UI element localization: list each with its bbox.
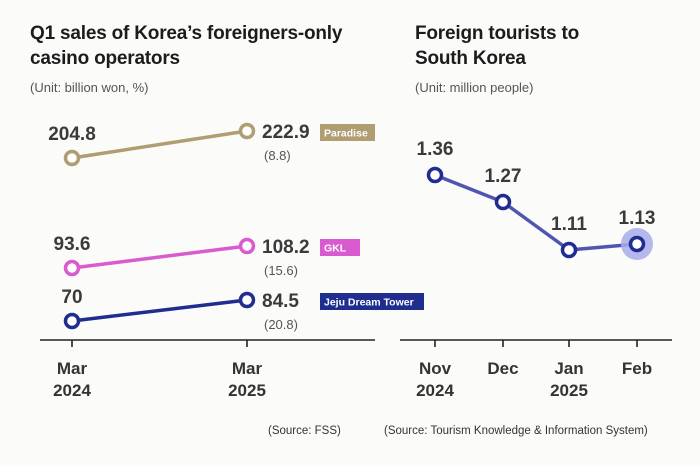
data-point (63, 259, 81, 277)
data-label: 1.11 (551, 214, 587, 235)
data-label: 222.9 (262, 122, 310, 143)
data-point (238, 122, 256, 140)
right-x-tick-label: Jan (554, 359, 583, 378)
legend-tag-label: Paradise (324, 128, 368, 140)
legend-tag-label: Jeju Dream Tower (324, 297, 414, 309)
right-x-tick-label: Nov (419, 359, 452, 378)
series-line (71, 129, 248, 160)
data-point (238, 237, 256, 255)
legend-tag (320, 293, 424, 310)
right-chart-source: (Source: Tourism Knowledge & Information… (384, 425, 648, 437)
data-label: 1.36 (417, 139, 454, 160)
right-x-tick-label: 2025 (550, 381, 588, 400)
change-label: (15.6) (264, 263, 298, 278)
left-chart-title: Q1 sales of Korea’s foreigners-only casi… (30, 23, 343, 69)
data-label: 204.8 (48, 124, 96, 145)
left-chart-unit: (Unit: billion won, %) (30, 80, 149, 95)
change-label: (20.8) (264, 317, 298, 332)
legend-tag (320, 239, 360, 256)
data-point (238, 291, 256, 309)
right-x-tick-label: Dec (487, 359, 518, 378)
change-label: (8.8) (264, 148, 291, 163)
series-line (71, 298, 248, 323)
right-x-tick-label: 2024 (416, 381, 454, 400)
data-label: 1.13 (619, 208, 656, 229)
right-x-tick-label: Feb (622, 359, 652, 378)
data-label: 93.6 (54, 234, 91, 255)
left-x-tick-label: 2024 (53, 381, 91, 400)
left-x-tick-label: Mar (232, 359, 263, 378)
left-x-tick-label: 2025 (228, 381, 266, 400)
data-point (63, 149, 81, 167)
data-point (63, 312, 81, 330)
right-chart-unit: (Unit: million people) (415, 80, 534, 95)
data-label: 1.27 (485, 166, 522, 187)
left-chart-source: (Source: FSS) (268, 425, 341, 437)
data-point (628, 235, 646, 253)
data-label: 108.2 (262, 237, 310, 258)
data-point (426, 166, 444, 184)
legend-tag-label: GKL (324, 243, 347, 255)
data-point (494, 193, 512, 211)
legend-tag (320, 124, 375, 141)
left-x-tick-label: Mar (57, 359, 88, 378)
data-label: 84.5 (262, 291, 299, 312)
series-line (434, 173, 638, 252)
right-chart-title: Foreign tourists to South Korea (415, 23, 580, 69)
data-point (560, 241, 578, 259)
series-line (71, 244, 248, 270)
data-label: 70 (61, 287, 82, 308)
